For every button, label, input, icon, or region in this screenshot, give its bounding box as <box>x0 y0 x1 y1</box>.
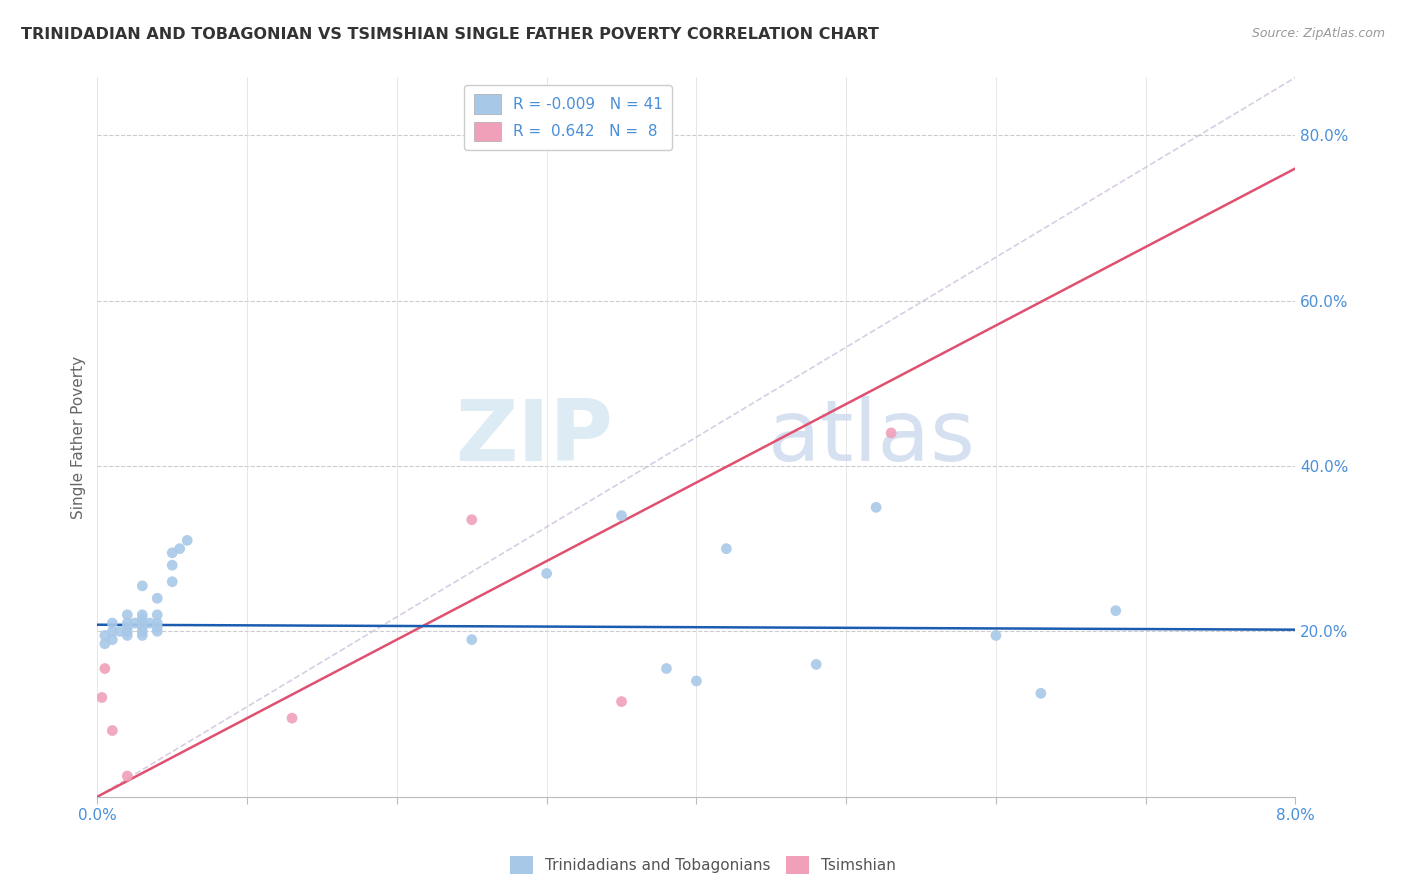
Point <box>101 624 124 639</box>
Point <box>117 620 139 634</box>
Point <box>90 690 112 705</box>
Point <box>131 624 153 639</box>
Point <box>146 620 169 634</box>
Point <box>461 513 484 527</box>
Point <box>1029 686 1052 700</box>
Point <box>176 533 198 548</box>
Point <box>101 616 124 631</box>
Point <box>131 607 153 622</box>
Point <box>94 628 117 642</box>
Point <box>984 628 1007 642</box>
Point <box>865 500 887 515</box>
Point <box>610 508 633 523</box>
Point <box>101 632 124 647</box>
Point <box>146 607 169 622</box>
Point <box>160 546 183 560</box>
Text: Source: ZipAtlas.com: Source: ZipAtlas.com <box>1251 27 1385 40</box>
Point <box>461 632 484 647</box>
Point <box>124 616 146 631</box>
Point <box>806 657 828 672</box>
Point <box>117 628 139 642</box>
Text: atlas: atlas <box>768 395 976 478</box>
Text: ZIP: ZIP <box>454 395 613 478</box>
Point <box>94 661 117 675</box>
Point <box>131 612 153 626</box>
Point <box>160 558 183 573</box>
Point <box>536 566 558 581</box>
Point <box>101 723 124 738</box>
Text: TRINIDADIAN AND TOBAGONIAN VS TSIMSHIAN SINGLE FATHER POVERTY CORRELATION CHART: TRINIDADIAN AND TOBAGONIAN VS TSIMSHIAN … <box>21 27 879 42</box>
Legend: R = -0.009   N = 41, R =  0.642   N =  8: R = -0.009 N = 41, R = 0.642 N = 8 <box>464 85 672 151</box>
Point <box>131 616 153 631</box>
Point <box>655 661 678 675</box>
Point <box>160 574 183 589</box>
Point <box>281 711 304 725</box>
Point <box>108 624 131 639</box>
Point <box>139 616 162 631</box>
Point <box>146 616 169 631</box>
Point <box>610 695 633 709</box>
Point <box>146 591 169 606</box>
Point <box>169 541 191 556</box>
Y-axis label: Single Father Poverty: Single Father Poverty <box>72 356 86 518</box>
Point <box>131 620 153 634</box>
Point <box>131 579 153 593</box>
Point <box>117 616 139 631</box>
Point <box>146 624 169 639</box>
Point <box>117 769 139 783</box>
Point <box>131 628 153 642</box>
Point <box>117 624 139 639</box>
Point <box>880 425 903 440</box>
Legend: Trinidadians and Tobagonians, Tsimshian: Trinidadians and Tobagonians, Tsimshian <box>503 850 903 880</box>
Point <box>94 637 117 651</box>
Point <box>1105 604 1128 618</box>
Point <box>685 673 707 688</box>
Point <box>117 607 139 622</box>
Point <box>716 541 738 556</box>
